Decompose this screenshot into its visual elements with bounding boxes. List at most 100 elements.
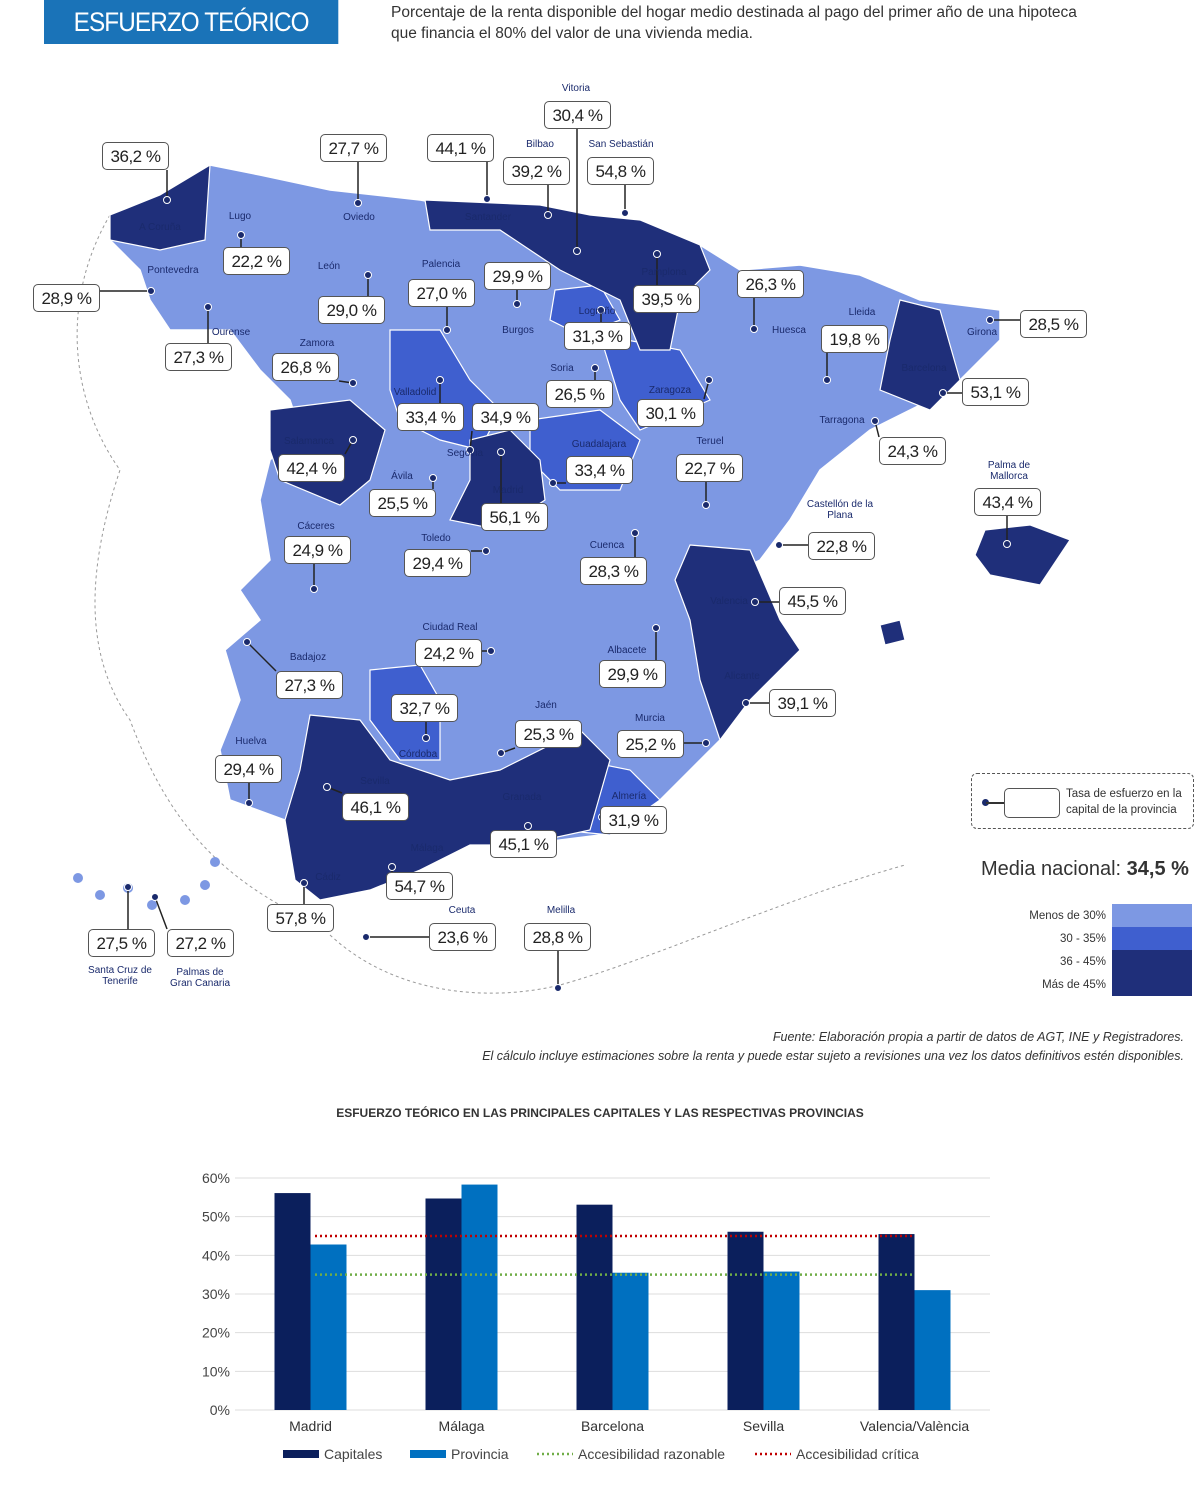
capital-value-box: 44,1 % xyxy=(427,134,494,162)
canary-island xyxy=(95,890,105,900)
capital-value-box: 29,9 % xyxy=(599,660,666,688)
map-legend-box: Tasa de esfuerzo en la capital de la pro… xyxy=(971,773,1194,829)
capital-dot-icon xyxy=(245,799,253,807)
capital-name: Santa Cruz de Tenerife xyxy=(88,965,152,987)
capital-value-box: 57,8 % xyxy=(267,904,334,932)
capital-name: Vitoria xyxy=(561,83,591,94)
bar-provincia xyxy=(914,1290,951,1410)
x-tick-label: Sevilla xyxy=(743,1418,784,1434)
capital-dot-icon xyxy=(364,271,372,279)
capital-name: Málaga xyxy=(410,843,444,854)
bar-capitales xyxy=(727,1231,764,1410)
capital-dot-icon xyxy=(487,647,495,655)
capital-name: Bilbao xyxy=(526,139,554,150)
legend-dot-icon xyxy=(982,799,989,806)
chart-title: ESFUERZO TEÓRICO EN LAS PRINCIPALES CAPI… xyxy=(336,1106,864,1120)
capital-name: Zaragoza xyxy=(648,385,692,396)
bar-provincia xyxy=(612,1272,649,1410)
scale-swatch xyxy=(1112,904,1192,927)
canary-island xyxy=(210,857,220,867)
capital-value-box: 56,1 % xyxy=(481,503,548,531)
capital-name: Albacete xyxy=(607,645,647,656)
capital-dot-icon xyxy=(124,883,132,891)
capital-dot-icon xyxy=(939,389,947,397)
capital-value-box: 28,3 % xyxy=(580,557,647,585)
capital-name: León xyxy=(317,261,341,272)
capital-value-box: 29,4 % xyxy=(215,755,282,783)
legend-text: Tasa de esfuerzo en la capital de la pro… xyxy=(1066,788,1182,816)
capital-value-box: 31,3 % xyxy=(564,322,631,350)
capital-dot-icon xyxy=(429,474,437,482)
capital-name: Segovia xyxy=(446,448,484,459)
capital-dot-icon xyxy=(243,638,251,646)
capital-name: Ceuta xyxy=(448,905,476,916)
province-dark xyxy=(879,299,961,411)
capital-dot-icon xyxy=(742,699,750,707)
capital-name: Pamplona xyxy=(641,267,687,278)
x-tick-label: Madrid xyxy=(289,1418,332,1434)
scale-swatch xyxy=(1112,950,1192,973)
capital-value-box: 25,3 % xyxy=(515,720,582,748)
legend-value-box xyxy=(1004,788,1060,818)
capital-value-box: 31,9 % xyxy=(600,806,667,834)
y-tick-label: 60% xyxy=(202,1170,230,1186)
national-average-label: Media nacional: xyxy=(981,858,1122,880)
y-tick-label: 0% xyxy=(210,1402,230,1418)
capital-value-box: 27,7 % xyxy=(320,134,387,162)
capital-value-box: 26,3 % xyxy=(737,270,804,298)
capital-value-box: 24,3 % xyxy=(879,437,946,465)
legend-label: Accesibilidad crítica xyxy=(796,1446,919,1462)
capital-value-box: 27,2 % xyxy=(167,929,234,957)
capital-name: Alicante xyxy=(724,671,760,682)
source-note: Fuente: Elaboración propia a partir de d… xyxy=(482,1028,1184,1066)
capital-name: Teruel xyxy=(696,436,724,447)
capital-dot-icon xyxy=(1003,540,1011,548)
capital-value-box: 45,5 % xyxy=(779,587,846,615)
bar-capitales xyxy=(878,1234,915,1410)
page-title: ESFUERZO TEÓRICO ANUAL xyxy=(44,0,339,81)
capital-name: Palmas de Gran Canaria xyxy=(169,967,231,989)
capital-name: A Coruña xyxy=(139,222,181,233)
capital-value-box: 23,6 % xyxy=(429,923,496,951)
capital-value-box: 26,5 % xyxy=(546,380,613,408)
y-tick-label: 30% xyxy=(202,1286,230,1302)
capital-value-box: 33,4 % xyxy=(397,403,464,431)
bar-capitales xyxy=(576,1204,613,1410)
leader-line xyxy=(154,896,168,930)
capital-value-box: 42,4 % xyxy=(278,454,345,482)
x-tick-label: Málaga xyxy=(439,1418,485,1434)
capital-dot-icon xyxy=(573,247,581,255)
capital-dot-icon xyxy=(466,446,474,454)
capital-dot-icon xyxy=(986,316,994,324)
capital-value-box: 28,8 % xyxy=(524,923,591,951)
capital-dot-icon xyxy=(497,448,505,456)
capital-dot-icon xyxy=(544,211,552,219)
capital-name: Tarragona xyxy=(819,415,865,426)
capital-value-box: 32,7 % xyxy=(391,694,458,722)
y-tick-label: 50% xyxy=(202,1209,230,1225)
capital-name: Cuenca xyxy=(589,540,625,551)
capital-name: Guadalajara xyxy=(571,439,627,450)
capital-value-box: 30,4 % xyxy=(544,101,611,129)
capital-dot-icon xyxy=(702,739,710,747)
national-average: Media nacional: 34,5 % xyxy=(981,858,1189,881)
capital-value-box: 28,5 % xyxy=(1020,310,1087,338)
capital-name: Almería xyxy=(611,791,647,802)
capital-dot-icon xyxy=(750,325,758,333)
bar-capitales xyxy=(274,1193,311,1410)
province-dark xyxy=(879,619,906,646)
capital-name: Valencia xyxy=(710,596,748,607)
bar-provincia xyxy=(310,1244,347,1410)
africa-coast xyxy=(329,864,906,994)
capital-name: Castellón de la Plana xyxy=(806,499,874,521)
capital-dot-icon xyxy=(497,749,505,757)
capital-value-box: 27,5 % xyxy=(88,929,155,957)
capital-value-box: 19,8 % xyxy=(821,325,888,353)
capital-dot-icon xyxy=(705,376,713,384)
capital-name: Palencia xyxy=(421,259,461,270)
capital-dot-icon xyxy=(147,287,155,295)
capital-name: San Sebastián xyxy=(588,139,654,150)
page-subtitle: Porcentaje de la renta disponible del ho… xyxy=(391,4,1077,42)
capital-dot-icon xyxy=(151,893,159,901)
